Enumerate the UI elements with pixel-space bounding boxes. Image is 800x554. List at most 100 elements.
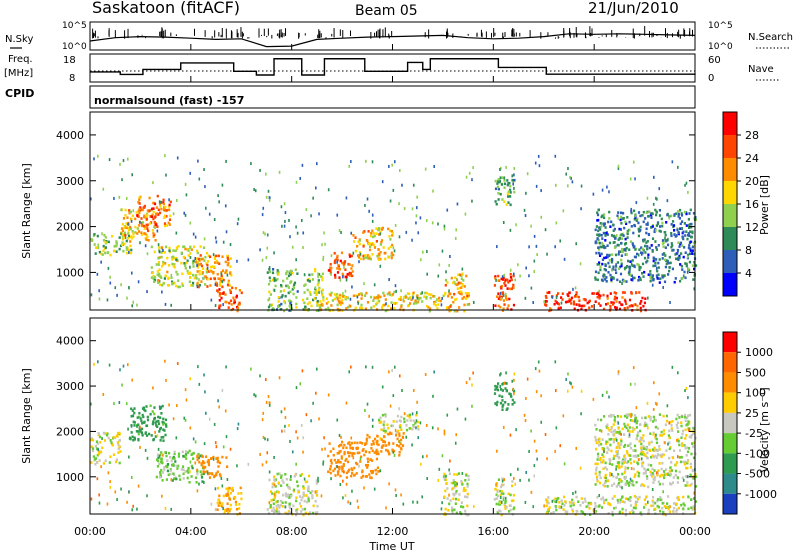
velocity-cell xyxy=(442,475,446,478)
velocity-cell xyxy=(299,474,302,477)
power-speckle xyxy=(320,290,323,294)
power-cell xyxy=(132,235,135,238)
power-speckle xyxy=(412,296,414,300)
velocity-cell xyxy=(349,451,352,455)
velocity-cell xyxy=(610,427,613,430)
velocity-cell xyxy=(652,455,655,459)
power-cell xyxy=(675,257,678,261)
velocity-cell xyxy=(606,423,609,427)
power-cell xyxy=(121,237,125,241)
power-cell xyxy=(177,279,180,282)
power-cell xyxy=(603,213,606,216)
power-cell xyxy=(165,215,168,218)
velocity-cell xyxy=(572,501,575,505)
velocity-cell xyxy=(137,423,140,426)
power-cell xyxy=(452,300,455,304)
power-cell xyxy=(671,249,674,252)
velocity-cell xyxy=(452,479,455,482)
power-speckle xyxy=(389,199,392,203)
power-cell xyxy=(596,233,599,237)
power-cell xyxy=(635,219,638,222)
power-speckle xyxy=(502,220,505,224)
velocity-cell xyxy=(623,414,627,418)
power-cell xyxy=(651,250,654,253)
power-cell xyxy=(642,239,645,243)
power-cell xyxy=(217,290,220,294)
velocity-cell xyxy=(217,459,220,463)
power-speckle xyxy=(574,286,577,290)
velocity-cell xyxy=(689,466,692,469)
velocity-speckle xyxy=(168,403,170,407)
power-speckle xyxy=(128,286,130,290)
velocity-speckle xyxy=(295,386,298,390)
velocity-cell xyxy=(613,420,616,423)
power-cell xyxy=(439,299,442,303)
power-speckle xyxy=(600,224,603,228)
velocity-speckle xyxy=(448,493,450,497)
velocity-cell xyxy=(659,496,662,499)
power-cell xyxy=(378,233,381,236)
velocity-speckle xyxy=(513,378,515,382)
power-speckle xyxy=(472,300,475,304)
velocity-cell xyxy=(664,513,668,517)
power-speckle xyxy=(132,209,135,213)
velocity-cell xyxy=(638,495,641,499)
velocity-cell xyxy=(213,474,216,478)
velocity-speckle xyxy=(394,488,397,492)
velocity-speckle xyxy=(658,392,661,396)
power-speckle xyxy=(373,283,376,287)
power-speckle xyxy=(126,296,128,300)
velocity-cell xyxy=(99,441,102,444)
velocity-cell xyxy=(201,480,204,483)
power-speckle xyxy=(168,198,170,202)
velocity-cell xyxy=(400,438,403,442)
power-speckle xyxy=(108,158,111,162)
power-cell xyxy=(150,221,153,224)
power-cell xyxy=(177,285,180,289)
power-speckle xyxy=(651,283,654,287)
power-cell xyxy=(638,265,641,269)
power-cell xyxy=(377,252,381,256)
x-tick-label: 12:00 xyxy=(377,525,409,538)
power-cell xyxy=(196,261,199,264)
power-speckle xyxy=(598,289,601,293)
velocity-cell xyxy=(316,504,319,508)
power-cell xyxy=(568,297,571,301)
power-cell xyxy=(149,215,152,218)
power-cell xyxy=(280,295,283,299)
power-speckle xyxy=(655,228,657,232)
power-cell xyxy=(267,282,271,286)
power-cell xyxy=(164,224,167,228)
velocity-cell xyxy=(388,452,391,456)
power-cell xyxy=(455,283,458,287)
velocity-speckle xyxy=(185,398,188,402)
power-speckle xyxy=(215,240,218,244)
power-speckle xyxy=(635,201,638,205)
power-speckle xyxy=(160,200,163,204)
power-cell xyxy=(291,271,294,275)
velocity-cell xyxy=(345,476,348,479)
power-cell xyxy=(381,226,384,230)
velocity-cell xyxy=(676,481,679,484)
power-speckle xyxy=(349,297,352,301)
velocity-speckle xyxy=(525,397,527,401)
power-speckle xyxy=(398,235,401,239)
velocity-cell xyxy=(628,430,631,433)
power-cell xyxy=(494,179,497,183)
power-cell xyxy=(199,257,202,261)
velocity-cell xyxy=(383,426,386,429)
velocity-cell xyxy=(500,485,503,489)
power-speckle xyxy=(212,253,215,257)
power-cell xyxy=(209,255,212,259)
velocity-cell xyxy=(641,437,644,440)
velocity-cell xyxy=(673,449,676,453)
power-cell xyxy=(393,290,396,294)
y-tick-label: 3000 xyxy=(56,380,84,393)
power-cell xyxy=(610,234,614,237)
velocity-cell xyxy=(110,441,113,444)
power-speckle xyxy=(295,180,298,184)
power-cell xyxy=(233,300,236,304)
power-cell xyxy=(382,246,385,249)
velocity-cell xyxy=(507,403,510,406)
power-speckle xyxy=(318,212,320,216)
